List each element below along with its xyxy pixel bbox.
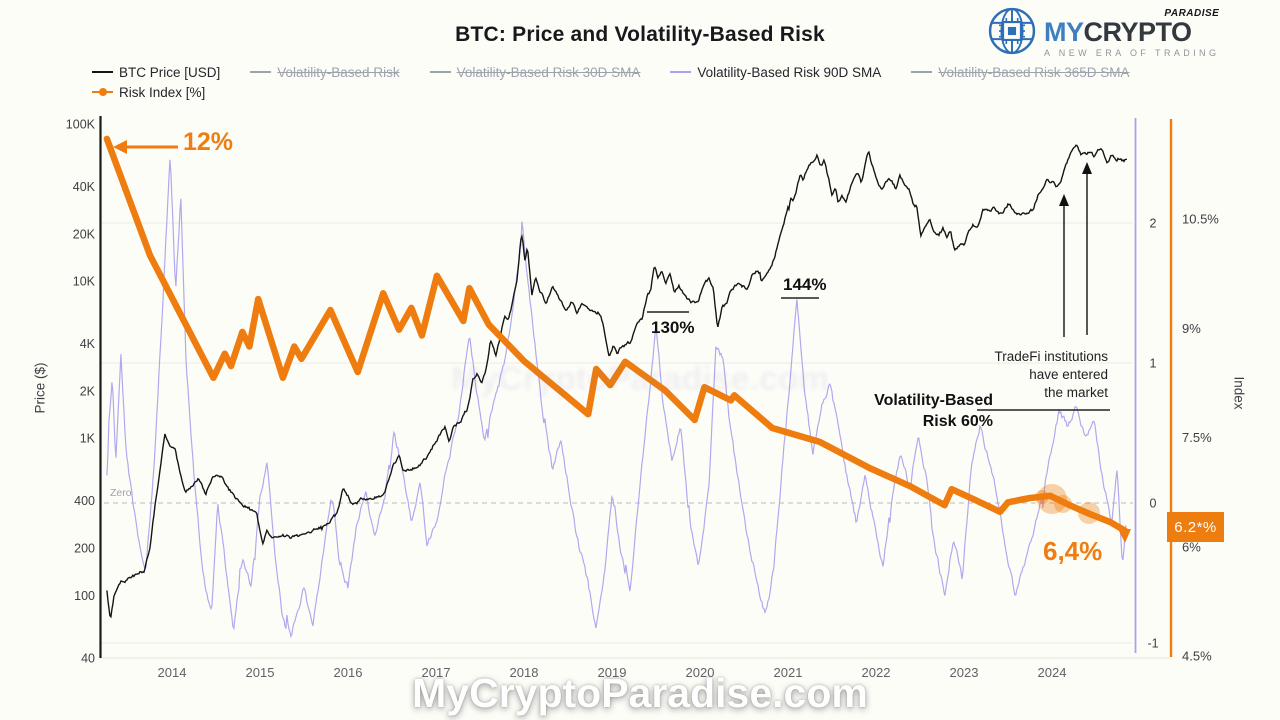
annotation-start-risk-12pct: 12% [183, 128, 234, 156]
index-tick-label: 2 [1150, 217, 1157, 231]
btc-price-swatch-icon [92, 70, 113, 74]
percent-tick-label: 9% [1182, 321, 1201, 336]
year-tick-label: 2021 [774, 665, 803, 680]
legend-label: Risk Index [%] [119, 84, 206, 100]
vol-risk-30d-swatch-icon [429, 70, 451, 74]
brand-my: MY [1044, 17, 1084, 47]
price-tick-label: 200 [74, 542, 95, 556]
vol-risk-swatch-icon [250, 70, 272, 74]
legend-label: Volatility-Based Risk 30D SMA [456, 64, 641, 80]
current-risk-badge: 6.2*% [1167, 512, 1224, 542]
annotation-line: the market [1044, 385, 1108, 400]
price-tick-label: 20K [73, 227, 96, 241]
year-tick-label: 2022 [862, 665, 891, 680]
legend-item-vol-risk-90d[interactable]: Volatility-Based Risk 90D SMA [670, 65, 881, 80]
legend-label: Volatility-Based Risk 90D SMA [697, 64, 882, 80]
year-tick-label: 2024 [1038, 665, 1067, 680]
annotation-tradefi: TradeFi institutions have entered the ma… [994, 348, 1108, 402]
price-tick-label: 4K [80, 337, 96, 351]
year-tick-label: 2014 [158, 665, 187, 680]
price-tick-label: 1K [80, 432, 96, 446]
risk-index-line [103, 135, 1129, 534]
zero-line-label: Zero [110, 487, 132, 499]
brand-logo: PARADISE MYCRYPTO A NEW ERA OF TRADING [986, 5, 1219, 62]
legend-item-vol-risk-365d[interactable]: Volatility-Based Risk 365D SMA [911, 64, 1130, 80]
percent-tick-label: 6% [1182, 539, 1201, 554]
brand-crypto: CRYPTO [1083, 17, 1193, 47]
year-tick-label: 2019 [598, 665, 627, 680]
annotation-peak-130pct: 130% [651, 318, 695, 337]
legend-label: Volatility-Based Risk [277, 64, 400, 80]
price-tick-label: 40 [81, 651, 95, 665]
legend-item-risk-index[interactable]: Risk Index [%] [92, 85, 205, 100]
index-tick-label: 1 [1150, 357, 1157, 371]
year-tick-label: 2020 [686, 665, 715, 680]
legend-item-vol-risk-30d[interactable]: Volatility-Based Risk 30D SMA [429, 64, 641, 80]
legend-label: Volatility-Based Risk 365D SMA [938, 64, 1130, 80]
brand-tagline: A NEW ERA OF TRADING [1044, 48, 1220, 58]
index-axis-label: Index [1231, 376, 1247, 410]
axis-ticks: 100K 40K 20K 10K 4K 2K 1K 400 200 100 40 2 1 0 -1 10.5%… [66, 118, 1220, 681]
annotation-line: TradeFi institutions [994, 349, 1108, 364]
year-tick-label: 2018 [510, 665, 539, 680]
legend-row-1: BTC Price [USD] Volatility-Based Risk Vo… [92, 62, 1130, 82]
gridlines [100, 222, 1171, 659]
globe-circuit-icon [986, 5, 1038, 62]
legend: BTC Price [USD] Volatility-Based Risk Vo… [92, 62, 1130, 102]
annotation-line: Risk 60% [922, 413, 993, 430]
legend-item-vol-risk[interactable]: Volatility-Based Risk [250, 64, 400, 80]
legend-row-2: Risk Index [%] [92, 82, 1130, 102]
vol-risk-90d-swatch-icon [670, 70, 692, 74]
percent-tick-label: 7.5% [1182, 430, 1212, 445]
brand-name: MYCRYPTO [1044, 19, 1219, 46]
risk-index-end-arrow-icon [1118, 529, 1131, 543]
annotation-line: have entered [1029, 367, 1108, 382]
price-tick-label: 400 [74, 494, 95, 508]
annotation-line: Volatility-Based [874, 392, 993, 409]
price-tick-label: 2K [80, 384, 96, 398]
annotation-volatility-risk-60pct: Volatility-Based Risk 60% [874, 390, 993, 432]
year-tick-label: 2015 [246, 665, 275, 680]
price-axis-label: Price ($) [32, 362, 48, 414]
percent-tick-label: 4.5% [1182, 649, 1212, 664]
index-tick-label: 0 [1150, 497, 1157, 511]
annotation-peak-144pct: 144% [783, 275, 827, 294]
brand-logo-text: PARADISE MYCRYPTO A NEW ERA OF TRADING [1044, 9, 1219, 58]
btc-price-line [106, 144, 1128, 619]
chart-title: BTC: Price and Volatility-Based Risk [455, 23, 825, 46]
year-tick-label: 2017 [422, 665, 451, 680]
arrow-12pct-head-icon [113, 140, 127, 154]
legend-item-btc-price[interactable]: BTC Price [USD] [92, 65, 220, 80]
annotation-shapes [113, 140, 1110, 411]
percent-tick-label: 10.5% [1182, 212, 1219, 227]
annotation-end-risk-6-4pct: 6,4% [1043, 536, 1103, 566]
price-tick-label: 40K [73, 180, 96, 194]
tradefi-arrow-1-head-icon [1059, 194, 1069, 206]
price-tick-label: 100K [66, 118, 96, 132]
risk-index-swatch-icon [92, 88, 113, 97]
year-tick-label: 2016 [334, 665, 363, 680]
vol-risk-365d-swatch-icon [911, 70, 933, 74]
price-tick-label: 10K [73, 275, 96, 289]
price-tick-label: 100 [74, 589, 95, 603]
tradefi-arrow-2-head-icon [1082, 162, 1092, 174]
year-tick-label: 2023 [950, 665, 979, 680]
index-tick-label: -1 [1147, 637, 1158, 651]
brand-paradise: PARADISE [1164, 8, 1220, 19]
legend-label: BTC Price [USD] [119, 64, 221, 80]
vol-risk-90d-sma-line [106, 159, 1127, 639]
